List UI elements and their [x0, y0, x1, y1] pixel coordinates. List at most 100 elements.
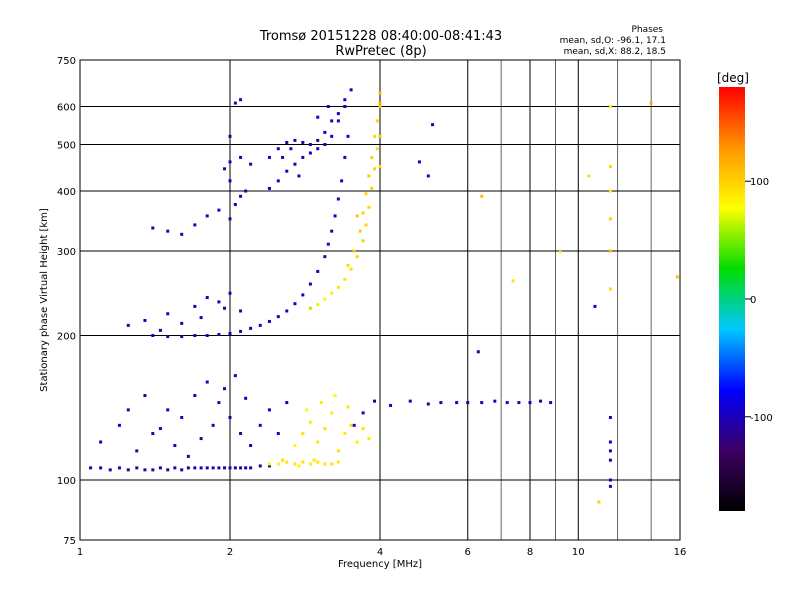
o-mode-point — [343, 98, 347, 102]
o-mode-point — [258, 464, 262, 468]
o-mode-point — [308, 143, 312, 147]
plot-area — [79, 59, 681, 541]
x-mode-point — [378, 134, 382, 138]
o-mode-point — [517, 401, 521, 405]
y-axis-label: Stationary phase Virtual Height [km] — [39, 208, 50, 392]
o-mode-point — [276, 315, 280, 319]
o-mode-point — [117, 423, 121, 427]
o-mode-point — [180, 415, 184, 419]
o-mode-point — [285, 140, 289, 144]
x-mode-point — [375, 119, 379, 123]
x-mode-point — [378, 164, 382, 168]
x-mode-point — [319, 401, 323, 405]
x-mode-point — [608, 287, 612, 291]
y-tick-label: 500 — [57, 141, 76, 152]
x-mode-point — [378, 91, 382, 95]
x-mode-point — [281, 458, 285, 462]
o-mode-point — [330, 134, 334, 138]
o-mode-point — [276, 179, 280, 183]
x-tick-label: 16 — [674, 547, 687, 558]
x-mode-point — [378, 105, 382, 109]
x-mode-point — [370, 155, 374, 159]
x-tick-label: 10 — [572, 547, 585, 558]
o-mode-point — [301, 155, 305, 159]
o-mode-point — [228, 291, 232, 295]
o-mode-point — [228, 134, 232, 138]
o-mode-point — [326, 242, 330, 246]
o-mode-point — [135, 449, 139, 453]
o-mode-point — [228, 217, 232, 221]
o-mode-point — [608, 458, 612, 462]
o-mode-point — [193, 394, 197, 398]
o-mode-point — [205, 380, 209, 384]
o-mode-point — [151, 432, 155, 436]
x-mode-point — [293, 462, 297, 466]
x-mode-point — [267, 462, 271, 466]
x-mode-point — [312, 458, 316, 462]
o-mode-point — [293, 162, 297, 166]
o-mode-point — [186, 466, 190, 470]
x-mode-point — [346, 405, 350, 409]
o-mode-point — [233, 466, 237, 470]
x-mode-point — [355, 440, 359, 444]
o-mode-point — [336, 119, 340, 123]
o-mode-point — [336, 112, 340, 116]
o-mode-point — [199, 466, 203, 470]
x-mode-point — [355, 214, 359, 218]
info-o-mode-stats: mean, sd,O: -96.1, 17.1 — [560, 36, 666, 46]
o-mode-point — [343, 155, 347, 159]
o-mode-point — [143, 468, 147, 472]
x-mode-point — [587, 174, 591, 178]
y-tick-label: 600 — [57, 103, 76, 114]
o-mode-point — [244, 189, 248, 193]
o-mode-point — [323, 255, 327, 259]
x-mode-point — [608, 164, 612, 168]
o-mode-point — [211, 466, 215, 470]
x-mode-point — [373, 134, 377, 138]
o-mode-point — [308, 282, 312, 286]
o-mode-point — [205, 334, 209, 338]
o-mode-point — [426, 174, 430, 178]
o-mode-point — [151, 468, 155, 472]
o-mode-point — [285, 401, 289, 405]
x-mode-point — [373, 167, 377, 171]
chart-subtitle: RwPretec (8p) — [335, 44, 426, 59]
o-mode-point — [180, 232, 184, 236]
x-mode-point — [649, 101, 653, 105]
x-mode-point — [301, 460, 305, 464]
x-mode-point — [336, 285, 340, 289]
x-tick-label: 1 — [77, 547, 83, 558]
x-mode-point — [367, 205, 371, 209]
x-tick-label: 8 — [527, 547, 533, 558]
o-mode-point — [99, 466, 103, 470]
x-mode-point — [558, 249, 562, 253]
o-mode-point — [276, 432, 280, 436]
o-mode-point — [333, 214, 337, 218]
colorbar-tick-label: -100 — [750, 413, 773, 424]
o-mode-point — [389, 403, 393, 407]
x-mode-point — [323, 297, 327, 301]
o-mode-point — [211, 423, 215, 427]
o-mode-point — [217, 208, 221, 212]
o-mode-point — [239, 329, 243, 333]
x-mode-point — [608, 217, 612, 221]
x-tick-label: 2 — [227, 547, 233, 558]
x-mode-point — [330, 411, 334, 415]
o-mode-point — [549, 401, 553, 405]
o-mode-point — [267, 464, 271, 468]
o-mode-point — [608, 484, 612, 488]
o-mode-point — [193, 334, 197, 338]
o-mode-point — [455, 401, 459, 405]
o-mode-point — [228, 466, 232, 470]
x-mode-point — [308, 462, 312, 466]
x-mode-point — [364, 192, 368, 196]
o-mode-point — [239, 98, 243, 102]
x-mode-point — [293, 444, 297, 448]
o-mode-point — [301, 293, 305, 297]
x-mode-point — [346, 263, 350, 267]
o-mode-point — [608, 440, 612, 444]
o-mode-point — [330, 119, 334, 123]
o-mode-point — [439, 401, 443, 405]
o-mode-point — [239, 194, 243, 198]
